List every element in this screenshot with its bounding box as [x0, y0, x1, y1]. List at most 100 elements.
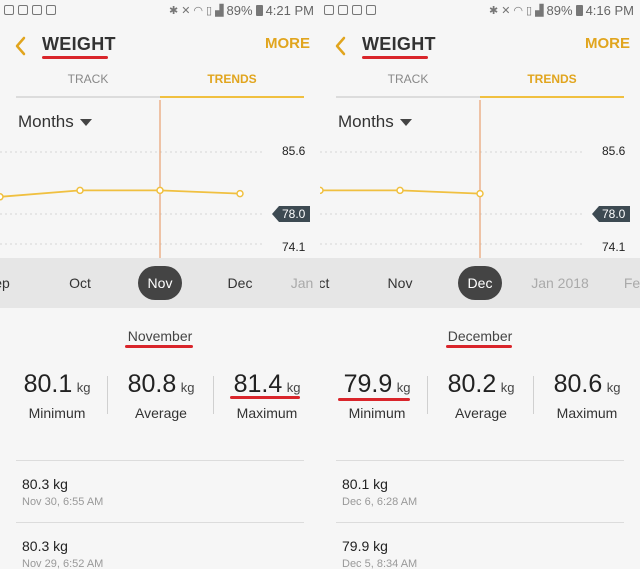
- tab-trends[interactable]: TRENDS: [527, 72, 577, 86]
- month-selector: ct Nov Dec Jan 2018 Fe: [320, 258, 640, 308]
- month-item-selected[interactable]: Dec: [458, 266, 502, 300]
- image-icon: [352, 5, 362, 15]
- tab-trends-indicator: [480, 96, 624, 98]
- stat-divider: [107, 376, 108, 414]
- title-red-underline: [42, 56, 108, 59]
- months-dropdown[interactable]: Months: [18, 112, 92, 132]
- data-point[interactable]: [156, 186, 164, 195]
- months-dropdown[interactable]: Months: [338, 112, 412, 132]
- bluetooth-icon: ✱: [488, 5, 499, 17]
- entry-time: Nov 29, 6:52 AM: [22, 558, 104, 569]
- stat-minimum-label: Minimum: [28, 405, 86, 421]
- months-dropdown-label: Months: [338, 112, 394, 131]
- weight-screen-left: ✱ ✕ ◠ ▯ ▟ 89% 4:21 PM WEIGHT MORE TRACK …: [0, 0, 320, 569]
- month-item[interactable]: ct: [320, 275, 330, 291]
- entry-value: 80.3 kg: [22, 476, 68, 492]
- period-title-text: November: [127, 328, 193, 344]
- page-title: WEIGHT: [362, 34, 436, 54]
- month-item[interactable]: ep: [0, 275, 10, 291]
- battery-percent: 89%: [226, 3, 253, 18]
- calendar-icon: [46, 5, 56, 15]
- goal-tag: [592, 206, 630, 222]
- stat-minimum-label: Minimum: [348, 405, 406, 421]
- stat-average: 80.2 kg Average: [428, 370, 534, 421]
- more-button[interactable]: MORE: [585, 35, 630, 52]
- month-selector: ep Oct Nov Dec Jan: [0, 258, 320, 308]
- status-bar: ✱ ✕ ◠ ▯ ▟ 89% 4:16 PM: [320, 0, 640, 24]
- stat-unit: kg: [396, 380, 411, 395]
- data-point[interactable]: [476, 189, 484, 198]
- data-point[interactable]: [320, 186, 324, 195]
- battery-percent: 89%: [546, 3, 573, 18]
- entry-time: Dec 6, 6:28 AM: [342, 496, 418, 508]
- back-arrow-icon[interactable]: [10, 30, 34, 60]
- system-status: ✱ ✕ ◠ ▯ ▟ 89% 4:16 PM: [489, 3, 634, 18]
- back-arrow-icon[interactable]: [330, 30, 354, 60]
- stat-average: 80.8 kg Average: [108, 370, 214, 421]
- entry-time: Dec 5, 8:34 AM: [342, 558, 418, 569]
- trend-chart-svg: [320, 100, 630, 258]
- month-item[interactable]: Dec: [227, 275, 253, 291]
- stat-minimum: 80.1 kg Minimum: [4, 370, 110, 421]
- summary-divider: [16, 460, 304, 461]
- clock: 4:16 PM: [585, 3, 634, 18]
- clock: 4:21 PM: [265, 3, 314, 18]
- calendar-icon: [366, 5, 376, 15]
- list-item[interactable]: 79.9 kg Dec 5, 8:34 AM: [342, 538, 417, 569]
- month-item[interactable]: Jan 2018: [531, 275, 589, 291]
- stat-average-value: 80.8: [127, 370, 177, 398]
- y-label-min: 74.1: [282, 240, 306, 254]
- notification-icons: [324, 5, 376, 15]
- months-dropdown-label: Months: [18, 112, 74, 131]
- page-title: WEIGHT: [42, 34, 116, 54]
- stat-divider: [213, 376, 214, 414]
- weight-trend-chart: Months 85.6 78.0 74.1: [0, 100, 320, 258]
- tab-trends[interactable]: TRENDS: [207, 72, 257, 86]
- list-item[interactable]: 80.1 kg Dec 6, 6:28 AM: [342, 476, 417, 508]
- period-title: November: [0, 328, 320, 344]
- system-status: ✱ ✕ ◠ ▯ ▟ 89% 4:21 PM: [169, 3, 314, 18]
- battery-icon: [575, 5, 583, 16]
- y-label-goal: 78.0: [602, 207, 626, 221]
- data-point[interactable]: [0, 193, 4, 201]
- phone-icon: ▯: [206, 5, 213, 17]
- tab-track[interactable]: TRACK: [67, 72, 109, 86]
- status-bar: ✱ ✕ ◠ ▯ ▟ 89% 4:21 PM: [0, 0, 320, 24]
- month-item[interactable]: Oct: [69, 275, 91, 291]
- data-point[interactable]: [396, 186, 404, 195]
- list-item[interactable]: 80.3 kg Nov 29, 6:52 AM: [22, 538, 103, 569]
- y-label-max: 85.6: [602, 144, 626, 158]
- tab-track[interactable]: TRACK: [387, 72, 429, 86]
- image-icon: [18, 5, 28, 15]
- tab-bar: TRACK TRENDS: [336, 72, 624, 100]
- stat-minimum: 79.9 kg Minimum: [324, 370, 430, 421]
- month-item[interactable]: Nov: [387, 275, 413, 291]
- signal-icon: ▟: [215, 5, 224, 17]
- stat-divider: [533, 376, 534, 414]
- signal-icon: ▟: [535, 5, 544, 17]
- entry-value: 80.3 kg: [22, 538, 68, 554]
- month-item[interactable]: Fe: [623, 275, 640, 291]
- image-icon: [32, 5, 42, 15]
- data-point[interactable]: [76, 186, 84, 195]
- maximum-red-underline: [230, 396, 300, 399]
- month-item[interactable]: Jan: [290, 275, 314, 291]
- more-button[interactable]: MORE: [265, 35, 310, 52]
- entry-value: 80.1 kg: [342, 476, 388, 492]
- stat-maximum-label: Maximum: [236, 405, 298, 421]
- data-point[interactable]: [236, 189, 244, 198]
- image-icon: [324, 5, 334, 15]
- image-icon: [338, 5, 348, 15]
- month-item-selected[interactable]: Nov: [138, 266, 182, 300]
- list-item[interactable]: 80.3 kg Nov 30, 6:55 AM: [22, 476, 103, 508]
- stat-maximum-value: 81.4: [233, 370, 283, 398]
- stat-maximum-value: 80.6: [553, 370, 603, 398]
- stat-unit: kg: [500, 380, 515, 395]
- stat-minimum-value: 79.9: [343, 370, 393, 398]
- y-label-goal: 78.0: [282, 207, 306, 221]
- stat-average-label: Average: [455, 405, 507, 421]
- period-title: December: [320, 328, 640, 344]
- tab-track-indicator: [336, 96, 480, 98]
- app-header: WEIGHT MORE: [0, 26, 320, 66]
- period-red-underline: [125, 345, 193, 348]
